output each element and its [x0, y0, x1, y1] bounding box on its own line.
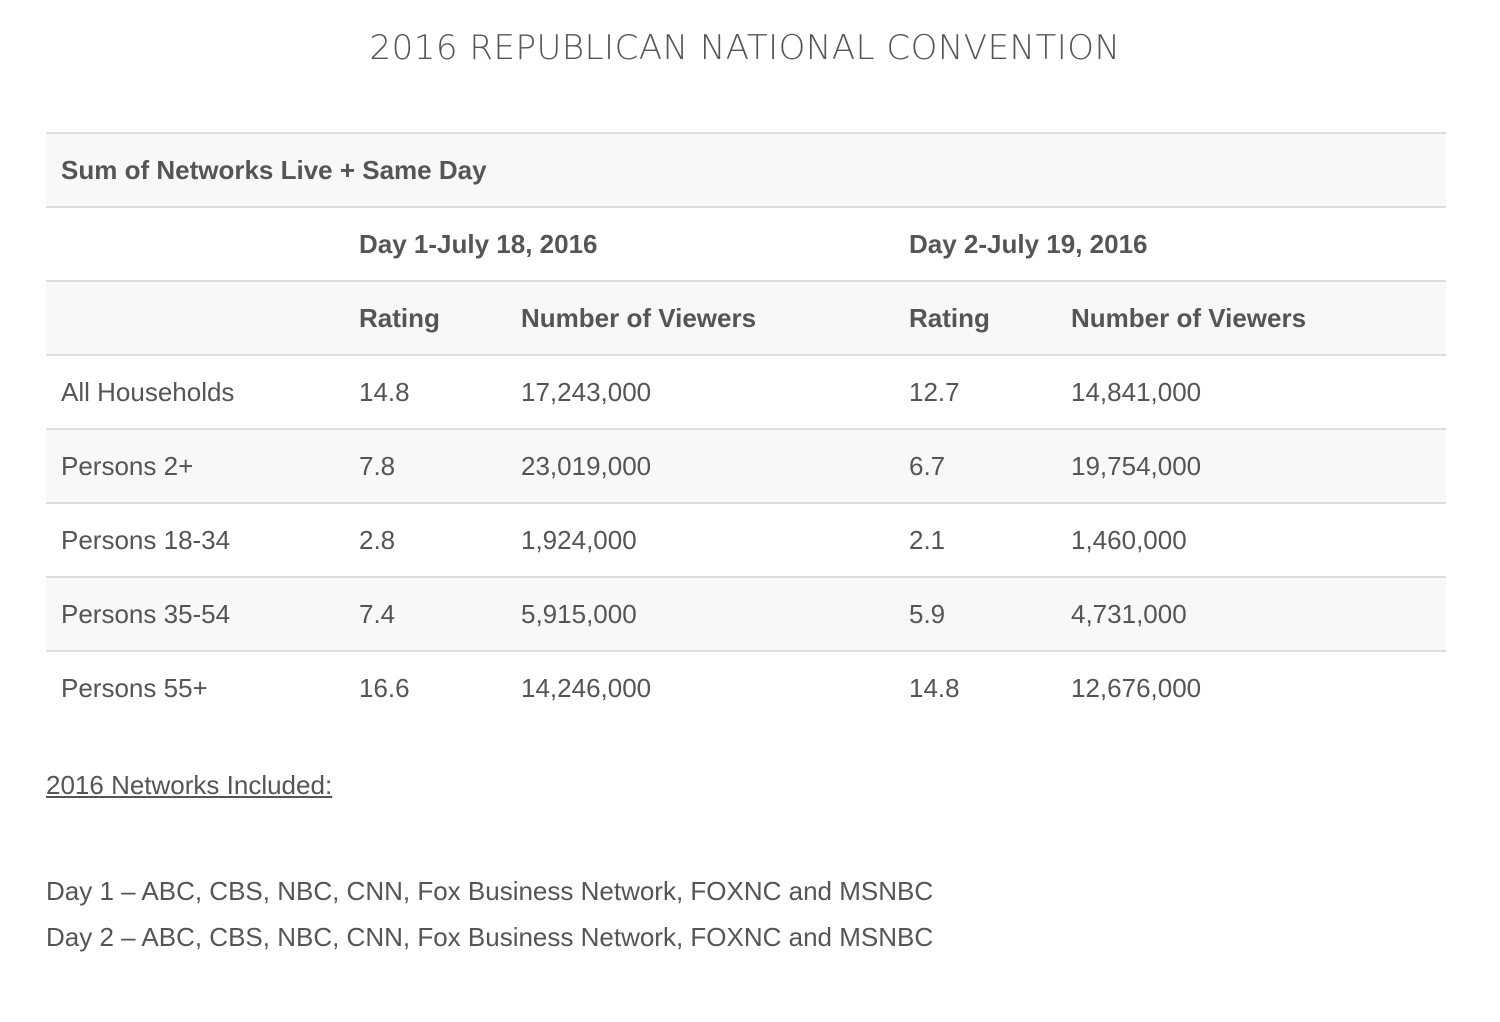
page-title: 2016 REPUBLICAN NATIONAL CONVENTION [369, 28, 1121, 68]
day2-viewers-cell: 14,841,000 [1071, 376, 1202, 407]
table-row: All Households 14.8 17,243,000 12.7 14,8… [46, 355, 1446, 429]
day1-viewers-cell: 14,246,000 [521, 673, 652, 703]
day2-viewers-cell: 1,460,000 [1071, 524, 1187, 555]
table-row: Persons 2+ 7.8 23,019,000 6.7 19,754,000 [46, 429, 1446, 503]
day1-viewers-cell: 17,243,000 [521, 376, 652, 407]
table-caption: Sum of Networks Live + Same Day [61, 154, 487, 185]
day1-rating-header: Rating [359, 302, 440, 333]
row-label: Persons 18-34 [61, 524, 231, 555]
day2-viewers-cell: 4,731,000 [1071, 598, 1187, 629]
day1-viewers-cell: 5,915,000 [521, 598, 637, 629]
day1-viewers-cell: 1,924,000 [521, 524, 637, 555]
day-header-row: Day 1-July 18, 2016 Day 2-July 19, 2016 [46, 207, 1446, 281]
day1-viewers-cell: 23,019,000 [521, 450, 652, 481]
day2-rating-header: Rating [909, 302, 990, 333]
row-label: Persons 55+ [61, 673, 208, 703]
table-caption-row: Sum of Networks Live + Same Day [46, 133, 1446, 207]
empty-header-cell [46, 281, 344, 355]
day1-rating-cell: 2.8 [359, 524, 396, 555]
table-row: Persons 55+ 16.6 14,246,000 14.8 12,676,… [46, 651, 1446, 725]
ratings-table-container: Sum of Networks Live + Same Day Day 1-Ju… [46, 132, 1446, 725]
day2-rating-cell: 12.7 [909, 376, 960, 407]
day2-viewers-cell: 19,754,000 [1071, 450, 1202, 481]
day1-rating-cell: 14.8 [359, 376, 410, 407]
day2-viewers-cell: 12,676,000 [1071, 673, 1202, 703]
day1-header: Day 1-July 18, 2016 [359, 228, 598, 259]
day1-rating-cell: 16.6 [359, 673, 410, 703]
ratings-table: Sum of Networks Live + Same Day Day 1-Ju… [46, 132, 1446, 725]
networks-day2-line: Day 2 – ABC, CBS, NBC, CNN, Fox Business… [46, 922, 934, 952]
day1-rating-cell: 7.4 [359, 598, 396, 629]
empty-header-cell [46, 207, 344, 281]
row-label: All Households [61, 376, 235, 407]
day1-rating-cell: 7.8 [359, 450, 396, 481]
day2-viewers-header: Number of Viewers [1071, 302, 1307, 333]
networks-included-heading: 2016 Networks Included: [46, 770, 333, 800]
day2-rating-cell: 6.7 [909, 450, 946, 481]
column-header-row: Rating Number of Viewers Rating Number o… [46, 281, 1446, 355]
row-label: Persons 35-54 [61, 598, 231, 629]
day2-rating-cell: 14.8 [909, 673, 960, 703]
networks-day1-line: Day 1 – ABC, CBS, NBC, CNN, Fox Business… [46, 876, 934, 906]
day2-rating-cell: 5.9 [909, 598, 946, 629]
table-row: Persons 35-54 7.4 5,915,000 5.9 4,731,00… [46, 577, 1446, 651]
table-row: Persons 18-34 2.8 1,924,000 2.1 1,460,00… [46, 503, 1446, 577]
day1-viewers-header: Number of Viewers [521, 302, 757, 333]
day2-header: Day 2-July 19, 2016 [909, 228, 1148, 259]
day2-rating-cell: 2.1 [909, 524, 946, 555]
row-label: Persons 2+ [61, 450, 194, 481]
